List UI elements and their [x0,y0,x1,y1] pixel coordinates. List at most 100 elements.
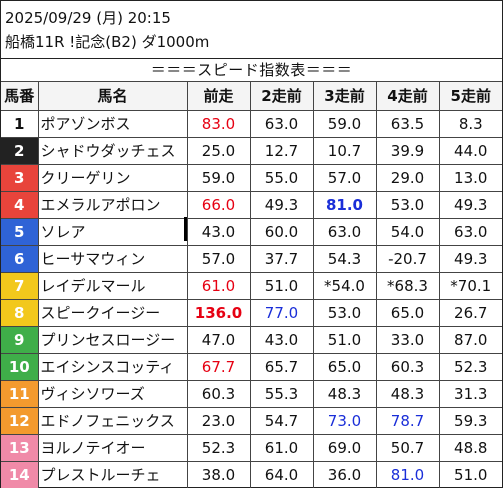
table-row: 11 ヴィシソワーズ 60.3 55.3 48.3 48.3 31.3 [1,380,502,408]
speed-index-last-race-cell: 23.0 [186,407,251,435]
speed-index-last-race-cell: 57.0 [186,245,251,273]
horse-name-cell: エイシンスコッティ [37,353,188,381]
speed-index-3-races-ago-cell: 63.0 [312,218,377,246]
speed-index-5-races-ago-cell: *70.1 [438,272,502,300]
table-row: 10 エイシンスコッティ 67.7 65.7 65.0 60.3 52.3 [1,353,502,381]
table-row: 7 レイデルマール 61.0 51.0 *54.0 *68.3 *70.1 [1,272,502,300]
speed-index-5-races-ago-cell: 49.3 [438,245,502,273]
speed-index-2-races-ago-cell: 65.7 [249,353,314,381]
speed-index-3-races-ago-cell: 73.0 [312,407,377,435]
speed-index-4-races-ago-cell: 48.3 [375,380,440,408]
horse-name-cell: クリーゲリン [37,164,188,192]
speed-index-2-races-ago-cell: 55.3 [249,380,314,408]
column-header-last-race: 前走 [186,81,251,111]
speed-index-3-races-ago-cell: 10.7 [312,137,377,165]
horse-name-cell: エメラルアポロン [37,191,188,219]
speed-index-4-races-ago-cell: 54.0 [375,218,440,246]
horse-name-cell: エドノフェニックス [37,407,188,435]
horse-number-cell: 1 [1,110,39,138]
speed-index-4-races-ago-cell: 39.9 [375,137,440,165]
table-row: 3 クリーゲリン 59.0 55.0 57.0 29.0 13.0 [1,164,502,192]
horse-number-cell: 11 [1,380,39,408]
horse-name-cell: ヨルノテイオー [37,434,188,462]
speed-index-5-races-ago-cell: 13.0 [438,164,502,192]
speed-index-3-races-ago-cell: 54.3 [312,245,377,273]
horse-name-cell: プリンセスロージー [37,326,188,354]
speed-index-3-races-ago-cell: 36.0 [312,461,377,488]
column-header-4-races-ago: 4走前 [375,81,440,111]
speed-index-2-races-ago-cell: 61.0 [249,434,314,462]
speed-index-4-races-ago-cell: -20.7 [375,245,440,273]
horse-name-cell: シャドウダッチェス [37,137,188,165]
speed-index-5-races-ago-cell: 87.0 [438,326,502,354]
speed-index-4-races-ago-cell: 65.0 [375,299,440,327]
speed-index-2-races-ago-cell: 43.0 [249,326,314,354]
speed-index-2-races-ago-cell: 12.7 [249,137,314,165]
speed-index-last-race-cell: 136.0 [186,299,251,327]
speed-index-5-races-ago-cell: 8.3 [438,110,502,138]
speed-index-3-races-ago-cell: 48.3 [312,380,377,408]
speed-index-5-races-ago-cell: 26.7 [438,299,502,327]
horse-name-cell: ヴィシソワーズ [37,380,188,408]
speed-index-last-race-cell: 61.0 [186,272,251,300]
table-row: 13 ヨルノテイオー 52.3 61.0 69.0 50.7 48.8 [1,434,502,462]
speed-index-5-races-ago-cell: 44.0 [438,137,502,165]
speed-index-2-races-ago-cell: 63.0 [249,110,314,138]
speed-index-last-race-cell: 52.3 [186,434,251,462]
column-header-horse-name: 馬名 [37,81,188,111]
horse-number-cell: 6 [1,245,39,273]
table-row: 14 プレストルーチェ 38.0 64.0 36.0 81.0 51.0 [1,461,502,488]
horse-number-cell: 7 [1,272,39,300]
speed-index-3-races-ago-cell: 57.0 [312,164,377,192]
speed-index-2-races-ago-cell: 54.7 [249,407,314,435]
speed-index-last-race-cell: 47.0 [186,326,251,354]
horse-number-cell: 4 [1,191,39,219]
horse-number-cell: 8 [1,299,39,327]
speed-index-3-races-ago-cell: 81.0 [312,191,377,219]
horse-name-cell: スピークイージー [37,299,188,327]
horse-number-cell: 14 [1,461,39,488]
horse-number-cell: 10 [1,353,39,381]
speed-index-last-race-cell: 60.3 [186,380,251,408]
horse-number-cell: 9 [1,326,39,354]
speed-index-4-races-ago-cell: 53.0 [375,191,440,219]
table-header-row: 馬番 馬名 前走 2走前 3走前 4走前 5走前 [1,81,502,111]
speed-index-last-race-cell: 67.7 [186,353,251,381]
speed-index-3-races-ago-cell: 65.0 [312,353,377,381]
datetime-text: 2025/09/29 (月) 20:15 [5,9,171,27]
speed-index-4-races-ago-cell: 50.7 [375,434,440,462]
speed-index-4-races-ago-cell: *68.3 [375,272,440,300]
race-title: 船橋11R !記念(B2) ダ1000m [5,33,210,51]
horse-name-cell: ポアゾンボス [37,110,188,138]
speed-index-2-races-ago-cell: 77.0 [249,299,314,327]
speed-index-3-races-ago-cell: 59.0 [312,110,377,138]
speed-index-2-races-ago-cell: 55.0 [249,164,314,192]
speed-index-4-races-ago-cell: 81.0 [375,461,440,488]
text-cursor [184,217,187,241]
speed-index-5-races-ago-cell: 49.3 [438,191,502,219]
speed-index-4-races-ago-cell: 33.0 [375,326,440,354]
table-row: 5 ソレア 43.0 60.0 63.0 54.0 63.0 [1,218,502,246]
speed-index-4-races-ago-cell: 63.5 [375,110,440,138]
horse-number-cell: 12 [1,407,39,435]
speed-index-3-races-ago-cell: *54.0 [312,272,377,300]
table-row: 6 ヒーサマウィン 57.0 37.7 54.3 -20.7 49.3 [1,245,502,273]
speed-index-4-races-ago-cell: 60.3 [375,353,440,381]
table-row: 1 ポアゾンボス 83.0 63.0 59.0 63.5 8.3 [1,110,502,138]
speed-index-2-races-ago-cell: 49.3 [249,191,314,219]
table-banner: ＝＝＝スピード指数表＝＝＝ [1,58,502,82]
speed-index-table: 馬番 馬名 前走 2走前 3走前 4走前 5走前 1 ポアゾンボス 83.0 63.0… [1,81,502,488]
horse-number-cell: 2 [1,137,39,165]
speed-index-5-races-ago-cell: 52.3 [438,353,502,381]
speed-index-3-races-ago-cell: 53.0 [312,299,377,327]
horse-number-cell: 5 [1,218,39,246]
column-header-5-races-ago: 5走前 [438,81,502,111]
speed-index-last-race-cell: 83.0 [186,110,251,138]
speed-index-last-race-cell: 25.0 [186,137,251,165]
speed-index-last-race-cell: 59.0 [186,164,251,192]
table-row: 12 エドノフェニックス 23.0 54.7 73.0 78.7 59.3 [1,407,502,435]
speed-index-5-races-ago-cell: 59.3 [438,407,502,435]
speed-index-2-races-ago-cell: 64.0 [249,461,314,488]
speed-index-5-races-ago-cell: 51.0 [438,461,502,488]
